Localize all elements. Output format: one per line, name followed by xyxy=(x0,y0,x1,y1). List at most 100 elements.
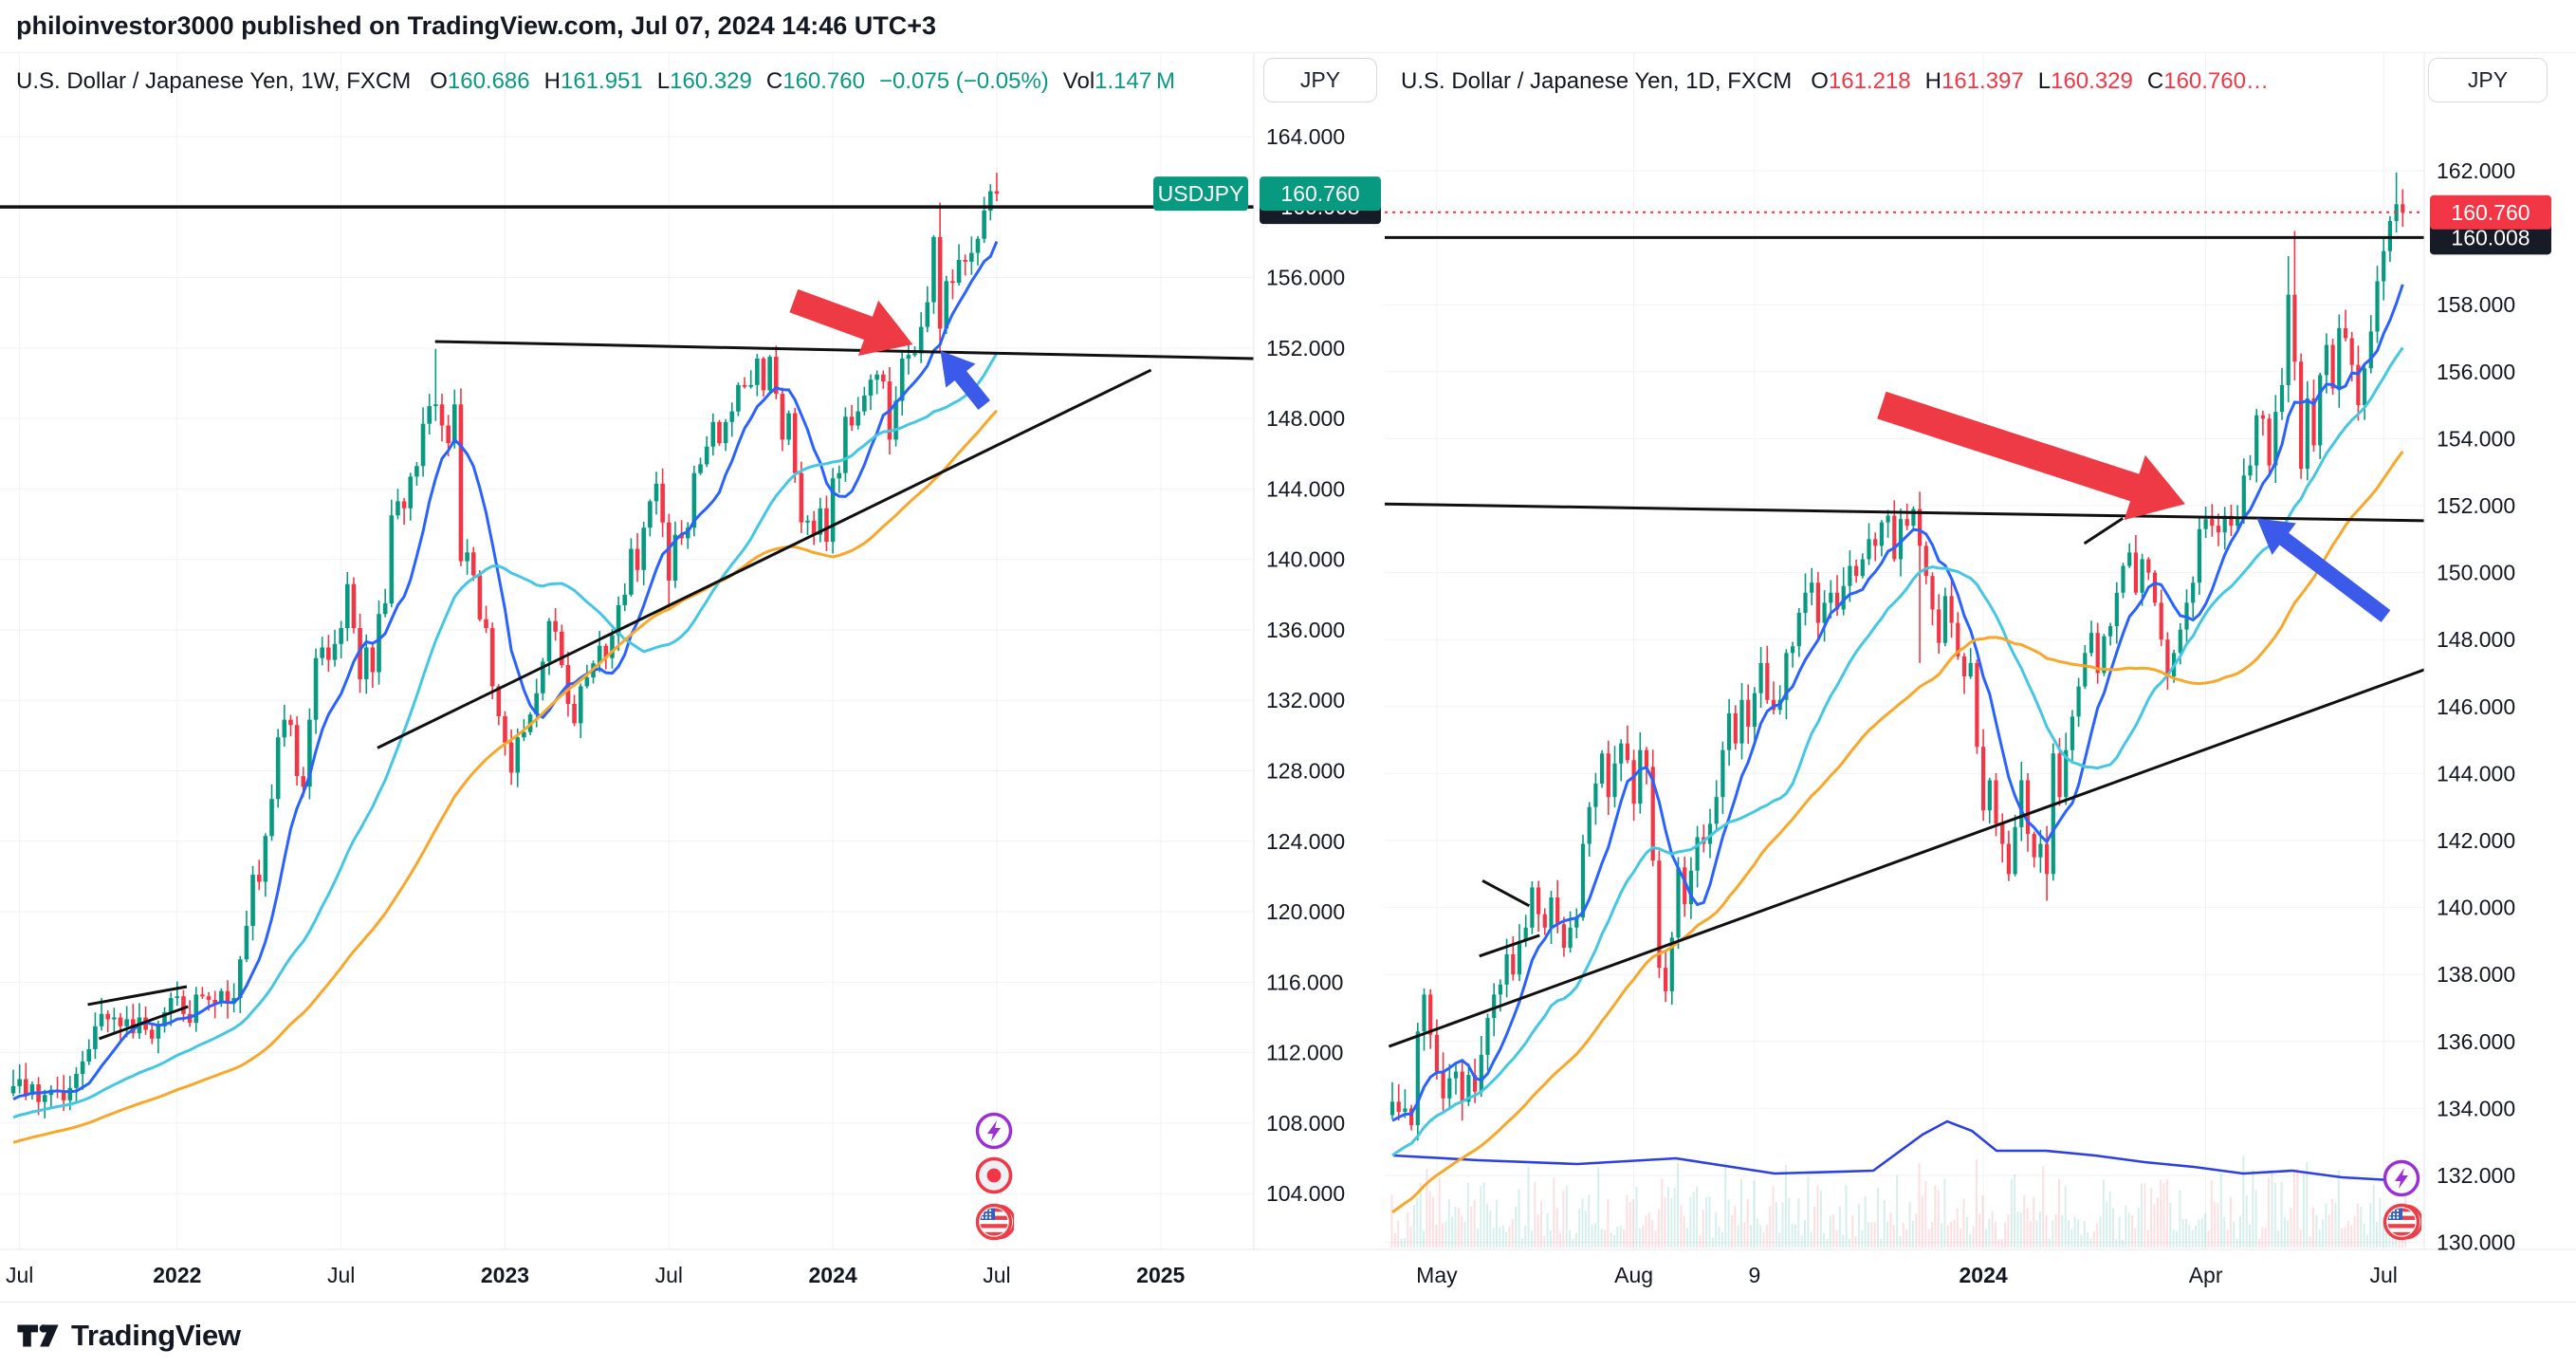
svg-text:134.000: 134.000 xyxy=(2437,1096,2515,1120)
record-icon[interactable] xyxy=(974,1155,1014,1195)
svg-text:Apr: Apr xyxy=(2189,1263,2223,1287)
ohlc-high: H 161.397 xyxy=(1924,68,2024,94)
us-flag-icon[interactable] xyxy=(2382,1202,2421,1242)
svg-text:Jul: Jul xyxy=(327,1263,355,1287)
svg-text:152.000: 152.000 xyxy=(2437,493,2515,518)
svg-text:2024: 2024 xyxy=(1960,1263,2008,1287)
svg-text:104.000: 104.000 xyxy=(1266,1181,1345,1206)
grid xyxy=(1385,53,2424,1249)
breakout-mini-line[interactable] xyxy=(2083,517,2124,545)
ohlc-open: O 160.686 xyxy=(430,68,530,94)
svg-text:108.000: 108.000 xyxy=(1266,1111,1345,1136)
red-arrow-annotation[interactable] xyxy=(789,288,913,356)
svg-text:2023: 2023 xyxy=(481,1263,529,1287)
rising-trendline[interactable] xyxy=(1388,668,2425,1048)
svg-text:152.000: 152.000 xyxy=(1266,336,1345,360)
time-axis[interactable]: Jul 2022 Jul 2023 Jul 2024 Jul 2025 xyxy=(6,1263,1186,1287)
ma-line-mid-cyan xyxy=(1391,346,2404,1157)
svg-text:Aug: Aug xyxy=(1614,1263,1653,1287)
ohlc-close: C 160.760… xyxy=(2146,68,2269,94)
svg-text:140.000: 140.000 xyxy=(2437,896,2515,920)
price-chart-daily[interactable]: 162.000160.000158.000156.000154.000152.0… xyxy=(1385,53,2576,1302)
pennant-lower[interactable] xyxy=(1479,934,1540,958)
currency-button[interactable]: JPY xyxy=(2428,58,2548,102)
symbol-tag xyxy=(1153,176,1248,212)
svg-text:156.000: 156.000 xyxy=(1266,266,1345,290)
svg-text:124.000: 124.000 xyxy=(1266,829,1345,854)
chart-panel-daily: 162.000160.000158.000156.000154.000152.0… xyxy=(1385,53,2576,1302)
svg-text:2025: 2025 xyxy=(1136,1263,1185,1287)
time-axis[interactable]: May Aug 9 2024 Apr Jul xyxy=(1416,1263,2398,1287)
svg-text:140.000: 140.000 xyxy=(1266,547,1345,572)
svg-text:136.000: 136.000 xyxy=(1266,618,1345,642)
svg-text:2024: 2024 xyxy=(809,1263,857,1287)
price-tag xyxy=(1260,176,1381,212)
change-value: −0.075 (−0.05%) xyxy=(878,68,1049,94)
svg-text:142.000: 142.000 xyxy=(2437,828,2515,853)
grid xyxy=(0,53,1254,1249)
blue-arrow-annotation[interactable] xyxy=(2256,518,2391,622)
svg-text:146.000: 146.000 xyxy=(2437,694,2515,719)
ma-line-slow-orange xyxy=(12,409,999,1144)
svg-text:USDJPY: USDJPY xyxy=(1158,181,1244,206)
publish-banner-text: philoinvestor3000 published on TradingVi… xyxy=(16,11,937,40)
volume-ma-line xyxy=(1392,1119,2392,1182)
svg-text:150.000: 150.000 xyxy=(2437,561,2515,585)
ohlc-low: L 160.329 xyxy=(2037,68,2133,94)
ma-line-fast-blue xyxy=(1391,284,2404,1122)
chart-legend: U.S. Dollar / Japanese Yen, 1W, FXCM O 16… xyxy=(16,68,1189,95)
svg-text:Jul: Jul xyxy=(655,1263,683,1287)
svg-text:158.000: 158.000 xyxy=(2437,292,2515,317)
red-arrow-annotation[interactable] xyxy=(1877,391,2185,521)
blue-arrow-annotation[interactable] xyxy=(940,350,991,410)
svg-text:160.760: 160.760 xyxy=(2451,200,2530,225)
svg-text:154.000: 154.000 xyxy=(2437,426,2515,451)
svg-text:Jul: Jul xyxy=(2369,1263,2397,1287)
volume-bars xyxy=(1390,1155,2407,1248)
svg-text:164.000: 164.000 xyxy=(1266,124,1345,149)
us-flag-icon[interactable] xyxy=(974,1202,1014,1242)
svg-text:160.760: 160.760 xyxy=(1280,181,1359,206)
publish-banner: philoinvestor3000 published on TradingVi… xyxy=(0,0,2576,53)
price-tag xyxy=(2430,194,2551,230)
mini-channel-upper[interactable] xyxy=(87,985,188,1007)
svg-text:148.000: 148.000 xyxy=(1266,406,1345,431)
ma-line-mid-cyan xyxy=(12,352,999,1119)
volume-value: Vol 1.147 M xyxy=(1062,68,1176,94)
svg-text:112.000: 112.000 xyxy=(1266,1041,1343,1065)
tradingview-logo-icon[interactable] xyxy=(16,1318,60,1354)
svg-text:162.000: 162.000 xyxy=(2437,158,2515,183)
svg-text:156.000: 156.000 xyxy=(2437,360,2515,384)
ohlc-open: O 161.218 xyxy=(1811,68,1911,94)
svg-text:130.000: 130.000 xyxy=(2437,1230,2515,1255)
svg-text:2022: 2022 xyxy=(153,1263,201,1287)
pennant-upper[interactable] xyxy=(1481,879,1531,908)
chart-legend: U.S. Dollar / Japanese Yen, 1D, FXCM O 16… xyxy=(1401,68,2283,95)
neckline-152[interactable] xyxy=(434,340,1255,360)
svg-text:136.000: 136.000 xyxy=(2437,1029,2515,1054)
svg-text:144.000: 144.000 xyxy=(1266,476,1345,501)
lightning-icon[interactable] xyxy=(2382,1158,2421,1198)
price-chart-weekly[interactable]: 164.000160.000156.000152.000148.000144.0… xyxy=(0,53,1385,1302)
price-axis[interactable]: 162.000160.000158.000156.000154.000152.0… xyxy=(2437,158,2515,1255)
svg-text:120.000: 120.000 xyxy=(1266,899,1345,924)
currency-button[interactable]: JPY xyxy=(1263,58,1377,102)
rising-trendline[interactable] xyxy=(377,368,1152,749)
svg-text:May: May xyxy=(1416,1263,1458,1287)
ohlc-low: L 160.329 xyxy=(656,68,752,94)
symbol-title[interactable]: U.S. Dollar / Japanese Yen, 1D, FXCM xyxy=(1401,68,1793,94)
svg-text:144.000: 144.000 xyxy=(2437,761,2515,786)
neckline-152[interactable] xyxy=(1385,502,2425,523)
svg-text:Jul: Jul xyxy=(6,1263,33,1287)
svg-text:9: 9 xyxy=(1749,1263,1761,1287)
ma-line-fast-blue xyxy=(12,240,999,1101)
svg-text:148.000: 148.000 xyxy=(2437,627,2515,652)
tradingview-brand-text[interactable]: TradingView xyxy=(71,1318,241,1352)
mini-channel-lower[interactable] xyxy=(98,1005,189,1041)
svg-text:138.000: 138.000 xyxy=(2437,962,2515,987)
lightning-icon[interactable] xyxy=(974,1111,1014,1151)
ohlc-high: H 161.951 xyxy=(543,68,643,94)
chart-panel-weekly: 164.000160.000156.000152.000148.000144.0… xyxy=(0,53,1385,1302)
candles xyxy=(10,173,1000,1118)
symbol-title[interactable]: U.S. Dollar / Japanese Yen, 1W, FXCM xyxy=(16,68,412,94)
